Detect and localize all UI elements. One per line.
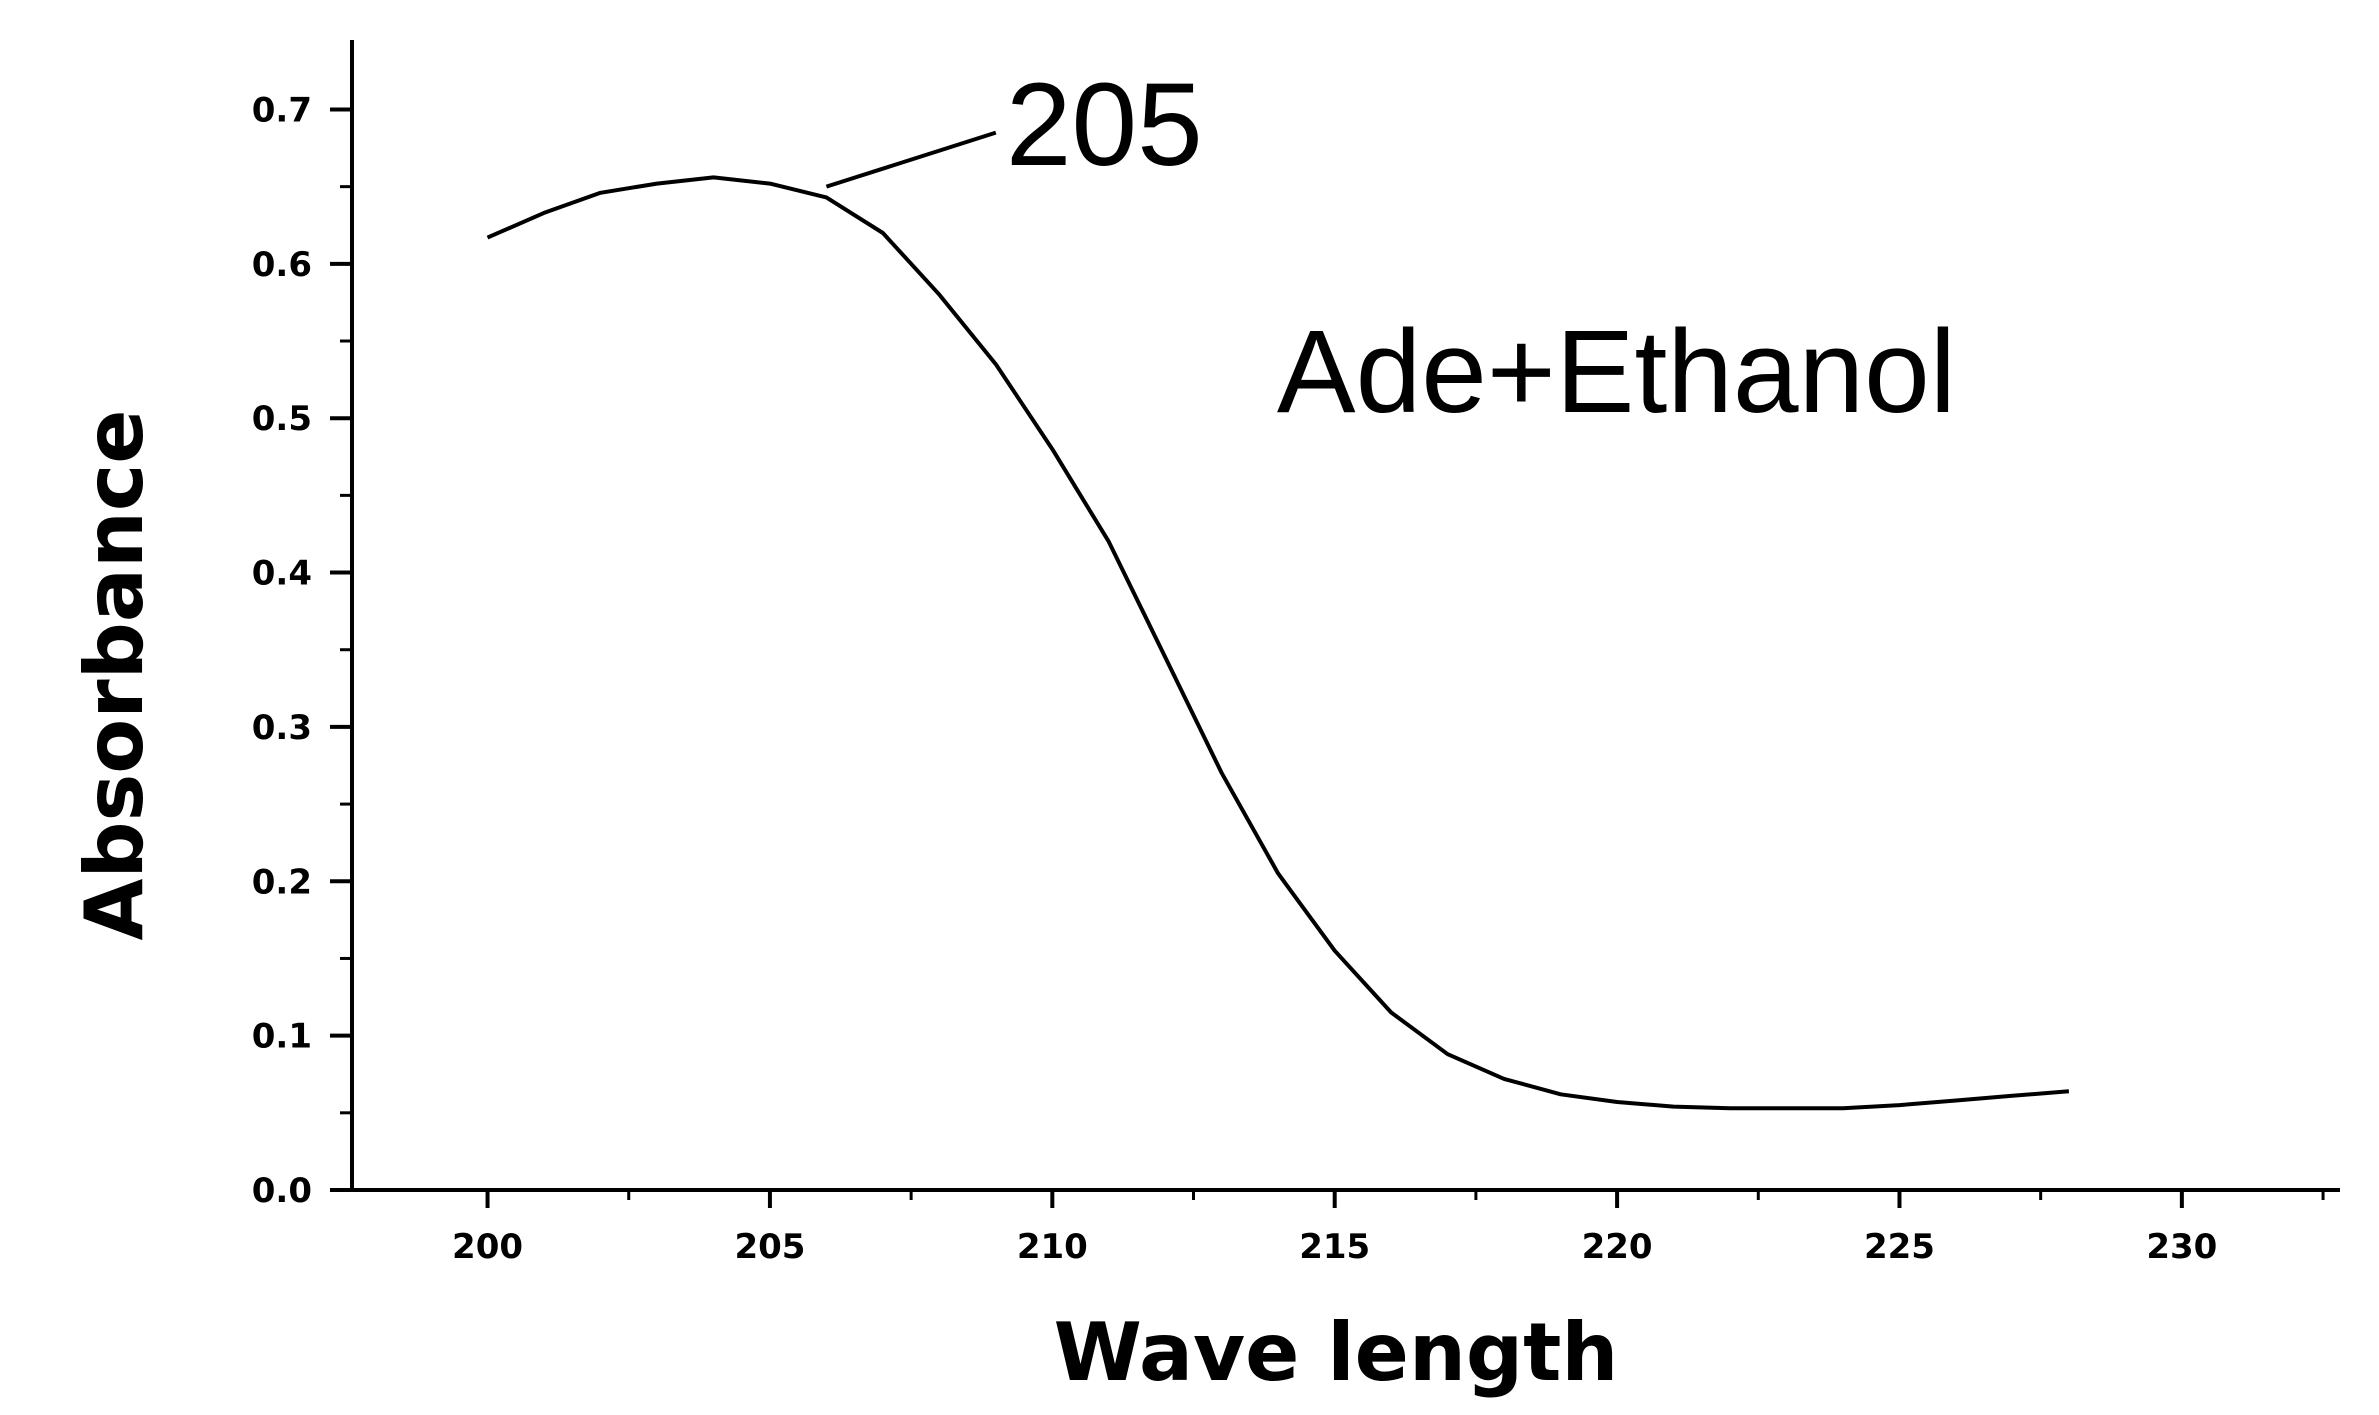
x-tick-label-205: 205: [734, 1227, 805, 1267]
x-tick-label-225: 225: [1864, 1227, 1935, 1267]
y-tick-label-4: 0.4: [252, 554, 312, 594]
series: [486, 175, 2070, 1111]
axes: [350, 40, 2340, 1192]
ticks: 200 205 210 215 220 225 230 0.0 0.1 0.2 0.3 0.4 0.5 0…: [252, 90, 2325, 1267]
series-line-0: [486, 175, 2070, 1111]
x-tick-label-200: 200: [452, 1227, 523, 1267]
y-tick-label-5: 0.5: [252, 399, 312, 439]
y-tick-label-0: 0.0: [252, 1171, 312, 1211]
annotation-label-1: Ade+Ethanol: [1277, 306, 1956, 438]
y-tick-label-7: 0.7: [252, 90, 312, 130]
x-tick-label-210: 210: [1017, 1227, 1088, 1267]
y-tick-label-2: 0.2: [252, 862, 312, 902]
x-tick-label-230: 230: [2146, 1227, 2217, 1267]
y-axis-title: Absorbance: [68, 409, 161, 940]
y-tick-label-6: 0.6: [252, 245, 312, 285]
y-tick-label-1: 0.1: [252, 1017, 312, 1057]
x-axis-title: Wave length: [1054, 1306, 1619, 1399]
x-tick-label-215: 215: [1299, 1227, 1370, 1267]
annotations: 205 Ade+Ethanol: [825, 59, 1956, 438]
annotation-leader-0: [825, 130, 997, 189]
x-tick-label-220: 220: [1582, 1227, 1653, 1267]
annotation-label-0: 205: [1006, 59, 1203, 191]
y-tick-label-3: 0.3: [252, 708, 312, 748]
